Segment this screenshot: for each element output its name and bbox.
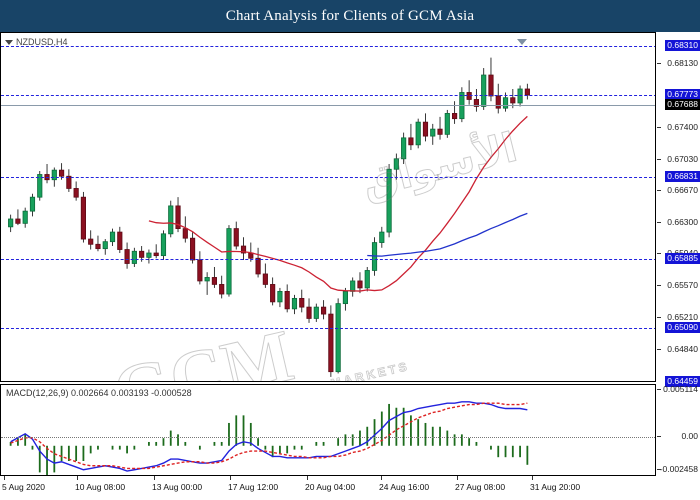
chevron-down-icon[interactable]	[5, 39, 13, 45]
time-axis-tick	[4, 476, 5, 480]
time-axis-label: 13 Aug 00:00	[152, 482, 203, 492]
macd-zero-line	[1, 437, 655, 438]
price-level-tag[interactable]: 0.65885	[665, 253, 700, 264]
axis-tick	[657, 285, 661, 286]
price-level-tag[interactable]: 0.66831	[665, 171, 700, 182]
chart-area: NZDUSD,H4 GCM GLOBAL CAPITAL MARKETS الأ…	[0, 32, 700, 500]
title-bar: Chart Analysis for Clients of GCM Asia	[0, 0, 700, 32]
price-axis-label: 0.66670	[667, 185, 698, 195]
axis-tick	[657, 436, 661, 437]
macd-legend: MACD(12,26,9) 0.002664 0.003193 -0.00052…	[6, 388, 192, 398]
level-line-0_67773	[1, 95, 655, 96]
price-axis-label: 0.66300	[667, 217, 698, 227]
price-pane[interactable]: NZDUSD,H4 GCM GLOBAL CAPITAL MARKETS الأ…	[0, 32, 656, 382]
candlestick-series	[8, 57, 530, 377]
axis-tick	[657, 63, 661, 64]
price-axis-label: 0.64840	[667, 344, 698, 354]
axis-tick	[657, 127, 661, 128]
price-axis-label: 0.68130	[667, 58, 698, 68]
macd-axis-label: -0.002458	[659, 464, 698, 474]
axis-tick	[657, 253, 661, 254]
axis-tick	[657, 190, 661, 191]
time-axis-tick	[154, 476, 155, 480]
time-axis-tick	[381, 476, 382, 480]
time-axis-label: 27 Aug 08:00	[455, 482, 506, 492]
axis-tick	[657, 317, 661, 318]
price-level-tag[interactable]: 0.64459	[665, 376, 700, 387]
symbol-label[interactable]: NZDUSD,H4	[5, 37, 68, 47]
macd-axis-label: 0.005114	[663, 384, 698, 394]
axis-tick	[657, 389, 661, 390]
price-axis-label: 0.67400	[667, 122, 698, 132]
time-axis-label: 17 Aug 12:00	[228, 482, 279, 492]
price-axis[interactable]: 0.68310 0.68130 0.67773 0.67688 0.67400 0.670…	[657, 32, 700, 476]
price-axis-label: 0.65570	[667, 280, 698, 290]
macd-series	[9, 401, 529, 475]
time-axis: 5 Aug 2020 10 Aug 08:00 13 Aug 00:00 17 Aug…	[0, 476, 656, 500]
chart-top-marker-icon	[517, 39, 527, 45]
bid-price-tag[interactable]: 0.67688	[665, 99, 700, 110]
time-axis-tick	[457, 476, 458, 480]
bid-line-0_67688	[1, 105, 655, 106]
axis-tick	[657, 222, 661, 223]
level-line-0_68310	[1, 46, 655, 47]
level-line-0_64459	[1, 381, 656, 382]
time-axis-label: 31 Aug 20:00	[530, 482, 581, 492]
price-level-tag[interactable]: 0.68310	[665, 40, 700, 51]
macd-axis-label: 0.00	[681, 431, 698, 441]
price-level-tag[interactable]: 0.65090	[665, 322, 700, 333]
time-axis-tick	[307, 476, 308, 480]
axis-tick	[657, 159, 661, 160]
time-axis-label: 5 Aug 2020	[2, 482, 46, 492]
time-axis-tick	[77, 476, 78, 480]
macd-pane[interactable]: MACD(12,26,9) 0.002664 0.003193 -0.00052…	[0, 384, 656, 476]
page-title: Chart Analysis for Clients of GCM Asia	[225, 7, 475, 24]
price-level-tag[interactable]: 0.67773	[665, 89, 700, 100]
axis-tick	[657, 349, 661, 350]
price-axis-label: 0.67030	[667, 154, 698, 164]
time-axis-label: 10 Aug 08:00	[75, 482, 126, 492]
level-line-0_65090	[1, 328, 655, 329]
price-axis-label: 0.65210	[667, 312, 698, 322]
time-axis-label: 20 Aug 04:00	[305, 482, 356, 492]
time-axis-tick	[230, 476, 231, 480]
axis-tick	[657, 469, 661, 470]
time-axis-label: 24 Aug 16:00	[379, 482, 430, 492]
level-line-0_65885	[1, 259, 655, 260]
symbol-text: NZDUSD,H4	[16, 37, 68, 47]
level-line-0_66831	[1, 177, 655, 178]
time-axis-tick	[532, 476, 533, 480]
